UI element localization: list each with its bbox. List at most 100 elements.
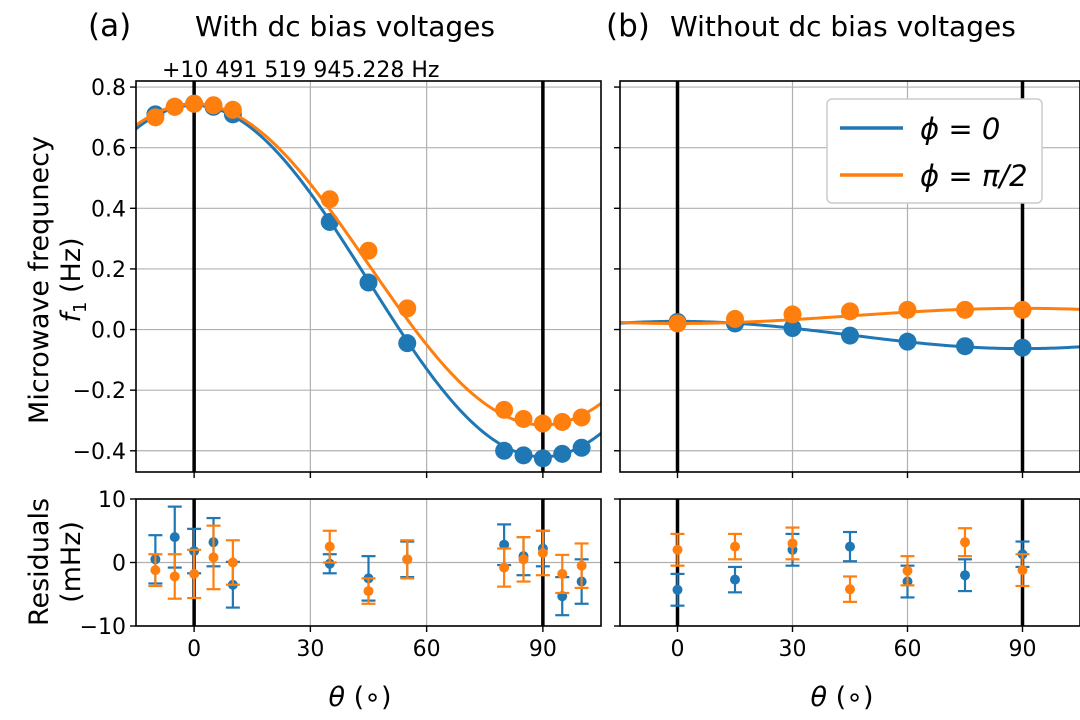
- data-point-phi0: [533, 449, 552, 468]
- plot-area: [136, 499, 601, 626]
- data-point-phi0: [841, 326, 859, 345]
- xlabel-a-unit: (∘): [345, 682, 392, 713]
- data-point-phi90: [533, 414, 552, 433]
- residual-point-phi0: [672, 584, 683, 595]
- residual-point-phi90: [189, 568, 200, 579]
- x-tick-label: 30: [296, 637, 324, 662]
- residual-point-phi90: [537, 547, 548, 558]
- data-point-phi0: [514, 446, 533, 465]
- residual-point-phi0: [730, 574, 740, 585]
- legend: ϕ = 0 ϕ = π/2: [826, 98, 1043, 204]
- y-tick-label: 0.4: [91, 197, 126, 222]
- data-point-phi90: [956, 300, 974, 319]
- data-point-phi90: [1013, 300, 1032, 319]
- data-point-phi90: [495, 400, 514, 419]
- data-point-phi90: [514, 409, 533, 428]
- y-tick-label: 10: [98, 488, 126, 513]
- x-tick-label: 30: [779, 637, 807, 662]
- x-tick-label: 90: [529, 637, 557, 662]
- y-tick-label: 0: [112, 552, 126, 577]
- data-point-phi90: [898, 300, 917, 319]
- data-point-phi90: [223, 100, 242, 119]
- panel-b-main-plot: [614, 80, 1080, 478]
- y-tick-label: 0.0: [91, 319, 126, 344]
- resid-ylabel: Residuals: [24, 498, 55, 626]
- residual-point-phi0: [845, 541, 855, 552]
- data-point-phi90: [359, 241, 378, 260]
- residual-point-phi90: [845, 584, 855, 595]
- ylabel-unit: (Hz): [56, 237, 87, 301]
- residual-point-phi90: [227, 557, 238, 568]
- data-point-phi0: [359, 273, 378, 292]
- residual-point-phi90: [576, 560, 587, 571]
- xlabel-a-var: θ: [328, 682, 345, 713]
- y-tick-label: −10: [80, 615, 126, 640]
- panel-b-tag: (b): [606, 8, 650, 44]
- data-point-phi90: [320, 190, 339, 209]
- data-point-phi0: [572, 438, 591, 457]
- data-point-phi0: [495, 441, 514, 460]
- residual-point-phi90: [730, 541, 740, 552]
- data-point-phi0: [898, 332, 917, 351]
- resid-ylabel-line1: Residuals: [24, 498, 55, 626]
- residual-point-phi0: [960, 570, 970, 581]
- residual-point-phi90: [169, 571, 180, 582]
- data-point-phi90: [668, 314, 687, 333]
- xlabel-b-unit: (∘): [827, 682, 874, 713]
- data-point-phi90: [783, 305, 802, 324]
- residual-point-phi90: [672, 544, 683, 555]
- data-point-phi0: [1013, 338, 1032, 357]
- resid-ylabel-line2: (mHz): [56, 521, 87, 603]
- data-point-phi90: [841, 302, 859, 321]
- residual-point-phi90: [150, 565, 161, 576]
- fit-curve-phi90: [136, 102, 601, 427]
- y-tick-label: −0.2: [73, 379, 126, 404]
- data-point-phi0: [956, 337, 974, 356]
- data-point-phi0: [553, 444, 572, 463]
- panel-a-residuals-plot: 0 30 60 90 −10 0 10: [80, 488, 602, 662]
- data-point-phi90: [553, 412, 572, 431]
- main-ylabel-2: f1 (Hz): [56, 237, 91, 322]
- data-point-phi90: [398, 299, 417, 318]
- residual-point-phi0: [169, 532, 180, 543]
- residual-point-phi90: [518, 554, 529, 565]
- xlabel-b: θ (∘): [810, 682, 873, 713]
- data-point-phi90: [204, 96, 223, 115]
- y-tick-label: 0.2: [91, 258, 126, 283]
- plot-area: [620, 499, 1080, 626]
- y-tick-label: −0.4: [73, 440, 126, 465]
- residual-point-phi0: [499, 539, 510, 550]
- residual-point-phi90: [324, 541, 335, 552]
- plot-area: [620, 81, 1080, 472]
- x-tick-label: 0: [671, 637, 685, 662]
- residual-point-phi90: [1017, 565, 1028, 576]
- main-ylabel-line1: Microwave frequnecy: [24, 136, 55, 424]
- data-point-phi0: [398, 334, 417, 353]
- panel-a-tag: (a): [88, 8, 131, 44]
- panel-b-residuals-plot: 0 30 60 90: [614, 498, 1080, 662]
- x-tick-label: 90: [1009, 637, 1037, 662]
- ylabel-sub: 1: [70, 302, 91, 313]
- residual-point-phi90: [787, 538, 798, 549]
- data-point-phi90: [165, 97, 184, 116]
- residual-point-phi90: [499, 562, 510, 573]
- residual-point-phi90: [557, 568, 568, 579]
- legend-label-phi0: ϕ = 0: [920, 112, 1000, 146]
- panel-a-title: With dc bias voltages: [195, 10, 495, 43]
- data-point-phi90: [726, 309, 744, 328]
- residual-point-phi90: [402, 554, 413, 565]
- residual-point-phi90: [208, 552, 219, 563]
- x-tick-label: 0: [187, 637, 201, 662]
- xlabel-a: θ (∘): [328, 682, 391, 713]
- legend-frame: [826, 98, 1043, 204]
- residual-point-phi90: [960, 537, 970, 548]
- axes-frame: [619, 80, 1080, 473]
- x-tick-label: 60: [894, 637, 922, 662]
- xlabel-b-var: θ: [810, 682, 827, 713]
- data-point-phi90: [185, 94, 204, 113]
- data-point-phi0: [783, 319, 802, 338]
- axes-frame: [135, 80, 602, 473]
- residual-point-phi90: [363, 586, 374, 597]
- legend-label-phi90: ϕ = π/2: [920, 159, 1028, 193]
